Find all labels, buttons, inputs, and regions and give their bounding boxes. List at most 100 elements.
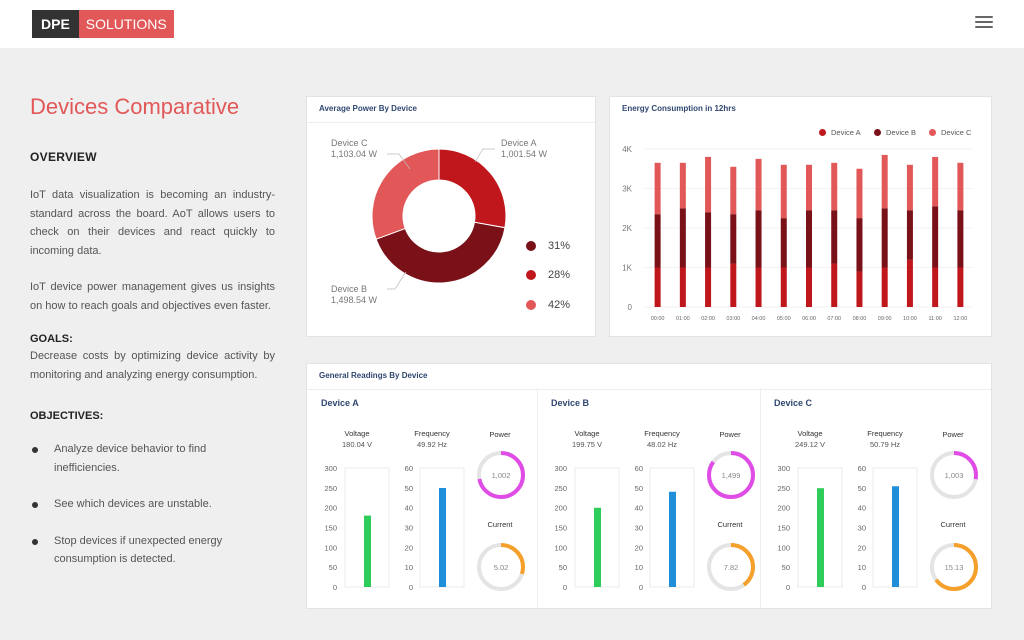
bullet-icon: [32, 538, 38, 545]
x-tick-label: 06:00: [802, 316, 816, 322]
y-tick-label: 50: [405, 484, 413, 493]
goals-text: Decrease costs by optimizing device acti…: [30, 350, 275, 381]
reading-bar: [817, 488, 824, 587]
bar-segment: [906, 259, 913, 307]
y-tick-label: 150: [777, 524, 790, 533]
legend-label: Device B: [886, 128, 917, 137]
y-tick-label: 0: [628, 303, 633, 312]
x-tick-label: 10:00: [903, 316, 917, 322]
divider: [760, 388, 761, 608]
x-tick-label: 04:00: [752, 316, 766, 322]
current-label: Current: [940, 520, 966, 529]
bar-segment: [856, 218, 863, 272]
device-readings-charts: 05010015020025030001020304050601,0025.02…: [324, 451, 978, 592]
legend-dot-icon: [526, 300, 536, 310]
objective-text: See which devices are unstable.: [54, 498, 212, 510]
power-label: Power: [719, 430, 741, 439]
logo-text-dpe: DPE: [32, 10, 79, 38]
divider: [307, 389, 991, 390]
y-tick-label: 250: [554, 484, 567, 493]
y-tick-label: 60: [405, 464, 413, 473]
y-tick-label: 200: [554, 504, 567, 513]
legend-dot-icon: [929, 129, 936, 136]
leader-line: [474, 148, 495, 163]
average-power-card: Average Power By Device Device C 1,103.0…: [306, 96, 596, 337]
bar-segment: [932, 156, 939, 207]
current-gauge-arc: [930, 543, 978, 591]
donut-label-name: Device C: [331, 138, 368, 148]
y-tick-label: 30: [635, 524, 643, 533]
donut-chart: [371, 148, 507, 290]
y-tick-label: 2K: [622, 224, 632, 233]
reading-bar: [439, 487, 446, 587]
divider: [307, 122, 595, 123]
bar-segment: [932, 267, 939, 307]
donut-label-device-a: Device A 1,001.54 W: [501, 138, 547, 160]
y-tick-label: 3K: [622, 185, 632, 194]
power-value: 1,499: [722, 471, 741, 480]
current-value: 15.13: [945, 563, 964, 572]
overview-paragraph-1: IoT data visualization is becoming an in…: [30, 189, 275, 257]
current-gauge-arc: [477, 543, 525, 591]
bar-segment: [806, 267, 812, 307]
x-tick-label: 12:00: [954, 316, 968, 322]
current-label: Current: [487, 520, 513, 529]
y-tick-label: 30: [405, 524, 413, 533]
leader-line: [387, 271, 407, 290]
legend-label: 42%: [548, 299, 571, 311]
donut-label-value: 1,001.54 W: [501, 149, 548, 159]
bar-segment: [679, 267, 686, 307]
y-tick-label: 60: [635, 464, 643, 473]
y-tick-label: 200: [777, 504, 790, 513]
bar-segment: [755, 210, 762, 268]
hamburger-menu-icon[interactable]: [975, 16, 993, 31]
y-tick-label: 0: [639, 583, 643, 592]
y-tick-label: 10: [635, 563, 643, 572]
bar-segment: [806, 210, 812, 268]
bullet-icon: [32, 502, 38, 508]
logo[interactable]: DPE SOLUTIONS: [32, 10, 174, 38]
frequency-label: Frequency: [867, 429, 903, 438]
frequency-value: 49.92 Hz: [416, 440, 448, 449]
y-tick-label: 10: [405, 563, 413, 572]
y-tick-label: 50: [635, 484, 643, 493]
bar-segment: [654, 214, 661, 268]
power-gauge-arc: [930, 451, 978, 499]
x-tick-label: 07:00: [827, 316, 841, 322]
bar-segment: [806, 164, 812, 211]
objective-text: Stop devices if unexpected energy consum…: [54, 534, 223, 566]
y-tick-label: 60: [858, 464, 866, 473]
x-tick-label: 09:00: [878, 316, 892, 322]
legend-dot-icon: [526, 270, 536, 280]
divider: [537, 388, 538, 608]
overview-heading: OVERVIEW: [30, 150, 97, 164]
bar-segment: [831, 263, 838, 307]
y-tick-label: 100: [554, 543, 567, 552]
donut-label-value: 1,103.04 W: [331, 149, 378, 159]
donut-label-device-c: Device C 1,103.04 W: [331, 138, 377, 160]
y-tick-label: 50: [329, 563, 337, 572]
frequency-value: 50.79 Hz: [869, 440, 901, 449]
current-label: Current: [717, 520, 743, 529]
legend-label: Device A: [831, 128, 861, 137]
legend-label: Device C: [941, 128, 972, 137]
legend-item: Device B: [874, 128, 916, 137]
device-title: Device C: [774, 398, 813, 408]
objectives-heading: OBJECTIVES:: [30, 410, 104, 422]
bar-segment: [730, 214, 737, 264]
reading-bar: [594, 507, 601, 587]
x-tick-label: 08:00: [853, 316, 867, 322]
bar-segment: [780, 164, 787, 219]
list-item: See which devices are unstable.: [30, 495, 275, 514]
bar-segment: [881, 267, 888, 307]
y-tick-label: 150: [324, 524, 337, 533]
legend-label: 28%: [548, 269, 571, 281]
reading-bar: [669, 491, 676, 587]
power-label: Power: [489, 430, 511, 439]
bar-segment: [705, 267, 712, 307]
voltage-value: 199.75 V: [571, 440, 603, 449]
bar-segment: [654, 267, 661, 307]
bar-segment: [831, 210, 838, 264]
frequency-label: Frequency: [414, 429, 450, 438]
bar-segment: [881, 208, 888, 268]
